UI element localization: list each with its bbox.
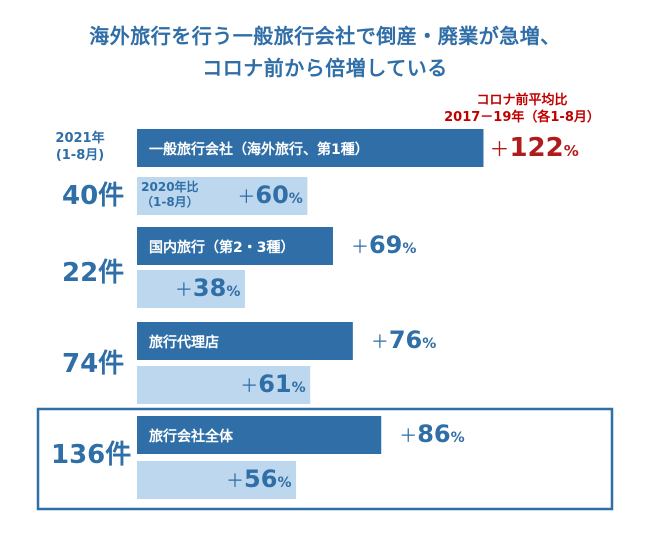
bar-vs-precovid-2	[137, 227, 333, 265]
chart-title-line-2: コロナ前から倍増している	[202, 56, 448, 80]
percent-value: 61	[258, 370, 292, 398]
category-label-3: 旅行代理店	[149, 335, 219, 351]
bar-vs-precovid-3	[137, 322, 353, 360]
bar-vs-2020-2	[137, 270, 245, 308]
legend-line-1: コロナ前平均比	[476, 93, 568, 108]
legend-annotation: コロナ前平均比 2017－19年（各1-8月）	[432, 92, 612, 126]
percent-unit: %	[402, 241, 417, 257]
value-label-vs-precovid-2: ＋69%	[351, 231, 416, 259]
case-count-3: 74件	[62, 349, 125, 379]
value-label-vs-2020-1: ＋60%	[237, 181, 302, 209]
percent-unit: %	[563, 142, 579, 160]
percent-value: 76	[388, 326, 423, 354]
category-label-4: 旅行会社全体	[149, 429, 233, 445]
bar-vs-2020-1	[137, 177, 308, 215]
plus-sign: ＋	[399, 426, 418, 447]
period-label-months: (1-8月)	[55, 148, 105, 163]
category-label-1: 一般旅行会社（海外旅行、第1種）	[149, 142, 369, 158]
comparison-2020-label-line-2: （1-8月）	[141, 195, 199, 209]
plus-sign: ＋	[240, 376, 259, 397]
comparison-2020-label-line-1: 2020年比	[141, 180, 199, 194]
plus-sign: ＋	[350, 237, 369, 258]
case-count-2: 22件	[62, 258, 125, 288]
case-count-1: 40件	[62, 181, 125, 211]
percent-value: 60	[255, 181, 289, 209]
chart-title-line-1: 海外旅行を行う一般旅行会社で倒産・廃業が急増、	[89, 24, 561, 48]
percent-unit: %	[291, 380, 306, 396]
value-label-vs-precovid-1: ＋122%	[489, 133, 578, 163]
category-label-2: 国内旅行（第2・3種）	[149, 240, 295, 256]
period-label: 2021年 (1-8月)	[40, 130, 120, 164]
plus-sign: ＋	[370, 332, 389, 353]
bar-vs-precovid-4	[137, 416, 382, 454]
bar-vs-2020-3	[137, 366, 311, 404]
percent-value: 56	[244, 465, 278, 493]
case-count-4: 136件	[51, 440, 132, 470]
plus-sign: ＋	[489, 137, 510, 161]
percent-unit: %	[450, 430, 465, 446]
legend-line-2: 2017－19年（各1-8月）	[444, 110, 600, 125]
percent-value: 122	[509, 133, 564, 163]
plus-sign: ＋	[237, 187, 256, 208]
percent-unit: %	[226, 284, 241, 300]
bar-vs-2020-4	[137, 461, 297, 499]
percent-unit: %	[277, 475, 292, 491]
highlight-frame	[36, 407, 614, 511]
percent-unit: %	[288, 191, 303, 207]
percent-value: 69	[368, 231, 403, 259]
value-label-vs-2020-4: ＋56%	[226, 465, 291, 493]
percent-value: 86	[417, 420, 451, 448]
plus-sign: ＋	[174, 280, 193, 301]
comparison-2020-label: 2020年比 （1-8月）	[141, 180, 199, 210]
value-label-vs-2020-3: ＋61%	[240, 370, 305, 398]
percent-unit: %	[422, 336, 437, 352]
period-label-year: 2021年	[55, 131, 105, 146]
value-label-vs-precovid-3: ＋76%	[371, 326, 436, 354]
plus-sign: ＋	[226, 471, 245, 492]
value-label-vs-precovid-4: ＋86%	[399, 420, 464, 448]
value-label-vs-2020-2: ＋38%	[175, 274, 240, 302]
percent-value: 38	[192, 274, 227, 302]
bar-vs-precovid-1	[137, 129, 484, 167]
